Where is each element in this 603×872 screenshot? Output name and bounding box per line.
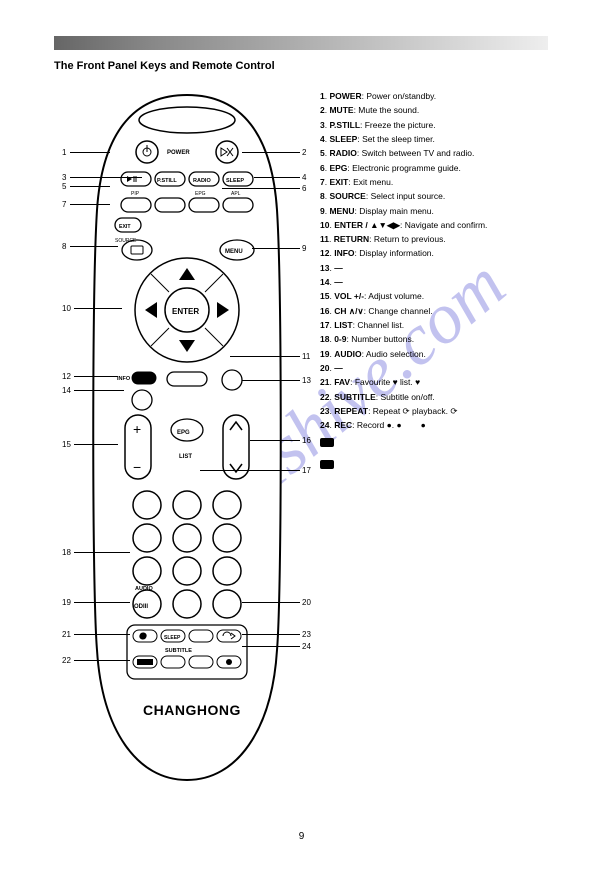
callout-21: 21 xyxy=(62,630,71,639)
callout-4: 4 xyxy=(302,173,306,182)
stop-icon: ● xyxy=(421,420,426,430)
svg-text:SUBTITLE: SUBTITLE xyxy=(165,648,192,654)
rec-icon: ● xyxy=(397,420,402,430)
callout-19: 19 xyxy=(62,598,71,607)
descriptions-column: 1. POWER: Power on/standby. 2. MUTE: Mut… xyxy=(320,90,550,472)
page-title: The Front Panel Keys and Remote Control xyxy=(54,60,275,72)
callout-3: 3 xyxy=(62,173,66,182)
callout-20: 20 xyxy=(302,598,311,607)
repeat-icon: ⟳ xyxy=(450,406,457,416)
callout-6: 6 xyxy=(302,184,306,193)
page-number: 9 xyxy=(299,831,305,842)
svg-text:ODIII: ODIII xyxy=(134,604,148,610)
svg-text:SLEEP: SLEEP xyxy=(226,178,244,184)
callout-10: 10 xyxy=(62,304,71,313)
callout-24: 24 xyxy=(302,642,311,651)
header-bar xyxy=(54,36,548,50)
callout-14: 14 xyxy=(62,386,71,395)
svg-text:SLEEP: SLEEP xyxy=(164,635,181,641)
svg-text:APL: APL xyxy=(231,191,241,197)
svg-text:EXIT: EXIT xyxy=(119,224,131,230)
callout-5: 5 xyxy=(62,182,66,191)
svg-text:EPG: EPG xyxy=(177,430,190,436)
callout-17: 17 xyxy=(302,466,311,475)
callout-7: 7 xyxy=(62,200,66,209)
callout-12: 12 xyxy=(62,372,71,381)
callout-8: 8 xyxy=(62,242,66,251)
svg-text:−: − xyxy=(133,459,141,475)
svg-text:LIST: LIST xyxy=(179,454,192,460)
cc-icon xyxy=(320,460,334,469)
subtitle-icon xyxy=(320,438,334,447)
svg-text:INFO: INFO xyxy=(117,376,131,382)
brand-label: CHANGHONG xyxy=(143,702,241,718)
remote-diagram: POWER P.STILL RADIO SLEEP PIP EPG APL EX… xyxy=(62,90,312,810)
power-label: POWER xyxy=(167,150,190,156)
svg-text:AUDIO: AUDIO xyxy=(135,586,153,592)
svg-text:EPG: EPG xyxy=(195,191,206,197)
callout-9: 9 xyxy=(302,244,306,253)
heart-icon: ♥ xyxy=(415,377,420,387)
callout-23: 23 xyxy=(302,630,311,639)
svg-text:P.STILL: P.STILL xyxy=(157,178,177,184)
svg-text:RADIO: RADIO xyxy=(193,178,211,184)
svg-text:ENTER: ENTER xyxy=(172,307,199,316)
callout-2: 2 xyxy=(302,148,306,157)
svg-text:+: + xyxy=(133,421,141,437)
callout-16: 16 xyxy=(302,436,311,445)
callout-22: 22 xyxy=(62,656,71,665)
callout-15: 15 xyxy=(62,440,71,449)
callout-13: 13 xyxy=(302,376,311,385)
svg-text:PIP: PIP xyxy=(131,191,140,197)
svg-text:MENU: MENU xyxy=(225,249,243,255)
callout-18: 18 xyxy=(62,548,71,557)
callout-1: 1 xyxy=(62,148,66,157)
callout-11: 11 xyxy=(302,352,310,361)
